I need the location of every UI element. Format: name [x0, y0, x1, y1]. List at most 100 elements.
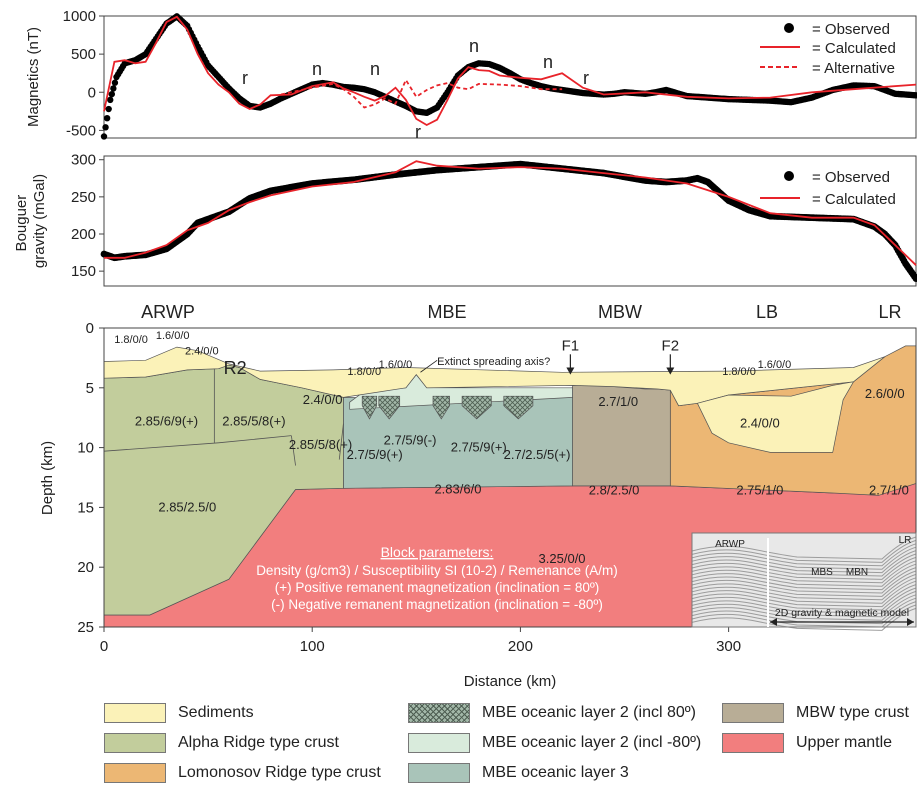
magnetics-annotation-n: n: [312, 59, 322, 79]
legend-label: Lomonosov Ridge type crust: [178, 764, 381, 781]
block-label: 2.7/5/9(+): [347, 447, 403, 462]
legend-observed-marker: [784, 171, 794, 181]
model-ytick-label: 15: [77, 499, 94, 516]
magnetics-yaxis: -500 0 500 1000: [63, 8, 104, 139]
legend-swatch: [408, 733, 470, 753]
block-label: 2.8/2.5/0: [589, 483, 640, 498]
block-sediments: [104, 346, 886, 407]
boundary-line: [338, 423, 344, 460]
legend-item: Alpha Ridge type crust: [104, 732, 339, 754]
legend-swatch: [408, 763, 470, 783]
region-label-lb: LB: [756, 302, 778, 322]
legend-item: Lomonosov Ridge type crust: [104, 762, 381, 784]
block-parameters-title: Block parameters:: [381, 544, 494, 560]
block-mbe-layer2-pos: [461, 395, 492, 420]
legend-item: MBW type crust: [722, 702, 909, 724]
region-label-arwp: ARWP: [141, 302, 195, 322]
region-label-mbw: MBW: [598, 302, 642, 322]
gravity-ytick-label: 250: [71, 189, 96, 206]
block-label: 2.7/1/0: [598, 394, 638, 409]
block-label: 1.8/0/0: [347, 366, 381, 378]
legend-label: Upper mantle: [796, 734, 893, 751]
magnetics-annotation-r: r: [583, 68, 589, 88]
gravity-ylabel-line2: gravity (mGal): [31, 174, 48, 268]
block-parameters: Block parameters: Density (g/cm3) / Susce…: [256, 544, 618, 612]
block-lb-sediments: [696, 381, 855, 453]
gravity-calculated-line: [104, 160, 917, 266]
inset-reflector: [691, 587, 917, 611]
block-labels: 1.8/0/0 1.6/0/02.4/0/0R2 1.8/0/01.6/0/01.8…: [114, 330, 909, 566]
magnetics-legend-entry: = Alternative: [812, 60, 895, 77]
gravity-ylabel-line1: Bouguer: [13, 195, 30, 252]
magnetics-calculated-line: [103, 15, 917, 127]
region-label-mbe: MBE: [427, 302, 466, 322]
legend-swatch: [722, 703, 784, 723]
gravity-observed-point: [912, 275, 917, 282]
gravity-ytick-label: 300: [71, 152, 96, 169]
model-xtick-label: 300: [716, 638, 741, 655]
model-panel: Depth (km) Distance (km) 0 5 10 15 20 25 0 100…: [39, 302, 917, 690]
legend-swatch: [408, 703, 470, 723]
magnetics-observed-point: [100, 133, 108, 140]
block-label: 1.8/0/0: [114, 334, 148, 346]
model-ytick-label: 25: [77, 619, 94, 636]
magnetics-legend-entry: = Observed: [812, 21, 890, 38]
boundary-line: [290, 435, 296, 466]
legend-label: MBW type crust: [796, 704, 909, 721]
model-ytick-label: 0: [86, 320, 94, 337]
model-xlabel: Distance (km): [464, 673, 557, 690]
gravity-legend: = Observed = Calculated: [760, 169, 896, 208]
gravity-ytick-label: 200: [71, 226, 96, 243]
magnetics-series: [100, 13, 917, 140]
magnetics-observed-point: [108, 90, 116, 98]
model-yaxis: 0 5 10 15 20 25: [77, 320, 104, 636]
magnetics-ytick-label: 1000: [63, 8, 96, 25]
block-label: R2: [224, 358, 247, 378]
magnetics-alternative-line: [280, 78, 563, 109]
legend-item: Upper mantle: [722, 732, 892, 754]
gravity-frame: [103, 155, 917, 287]
magnetics-annotation-r: r: [415, 122, 421, 142]
inset-reflector: [691, 556, 917, 580]
model-blocks: [104, 345, 916, 627]
block-label: 3.25/0/0: [539, 551, 586, 566]
magnetics-legend: = Observed = Calculated = Alternative: [760, 21, 896, 77]
inset-caption: 2D gravity & magnetic model: [775, 607, 909, 619]
legend-observed-marker: [784, 23, 794, 33]
block-parameters-line: (-) Negative remanent magnetization (inc…: [271, 597, 603, 612]
magnetics-ytick-label: 500: [71, 46, 96, 63]
block-label: 2.7/1/0: [869, 483, 909, 498]
legend-swatch: [104, 703, 166, 723]
gravity-ytick-label: 150: [71, 263, 96, 280]
inset-label-lr: LR: [899, 535, 912, 546]
block-label: 1.6/0/0: [758, 359, 792, 371]
legend-item: MBE oceanic layer 2 (incl 80º): [408, 702, 696, 724]
block-label: 2.4/0/0: [303, 392, 343, 407]
magnetics-annotation-n: n: [543, 52, 553, 72]
inset-arrow-right: [907, 618, 914, 626]
model-frame: [103, 327, 917, 628]
fault-arrow-head: [566, 367, 575, 375]
magnetics-ytick-label: -500: [66, 122, 96, 139]
inset-reflector: [691, 546, 917, 570]
block-label: 2.75/1/0: [736, 483, 783, 498]
block-label: 2.85/5/8(+): [289, 437, 352, 452]
inset-reflector: [691, 607, 917, 631]
block-label: 2.85/2.5/0: [158, 499, 216, 514]
block-mbe-layer2-pos: [361, 395, 378, 420]
fault-label-f1: F1: [562, 338, 580, 355]
inset-reflector: [691, 570, 917, 594]
magnetics-observed-point: [110, 85, 117, 92]
gravity-panel: Bouguer gravity (mGal) 150 200 250 300 = Ob…: [13, 152, 917, 287]
block-label: 2.83/6/0: [434, 481, 481, 496]
model-xaxis: 0 100 200 300: [100, 627, 741, 655]
inset-label-arwp: ARWP: [715, 539, 745, 550]
block-mbe-layer2-pos: [378, 395, 401, 420]
magnetics-observed-point: [105, 105, 112, 113]
magnetics-observed-point: [107, 96, 114, 104]
model-ytick-label: 10: [77, 440, 94, 457]
fault-arrow-head: [666, 367, 675, 375]
region-label-lr: LR: [878, 302, 901, 322]
block-label: 2.7/5/9(+): [451, 440, 507, 455]
model-xtick-label: 100: [300, 638, 325, 655]
